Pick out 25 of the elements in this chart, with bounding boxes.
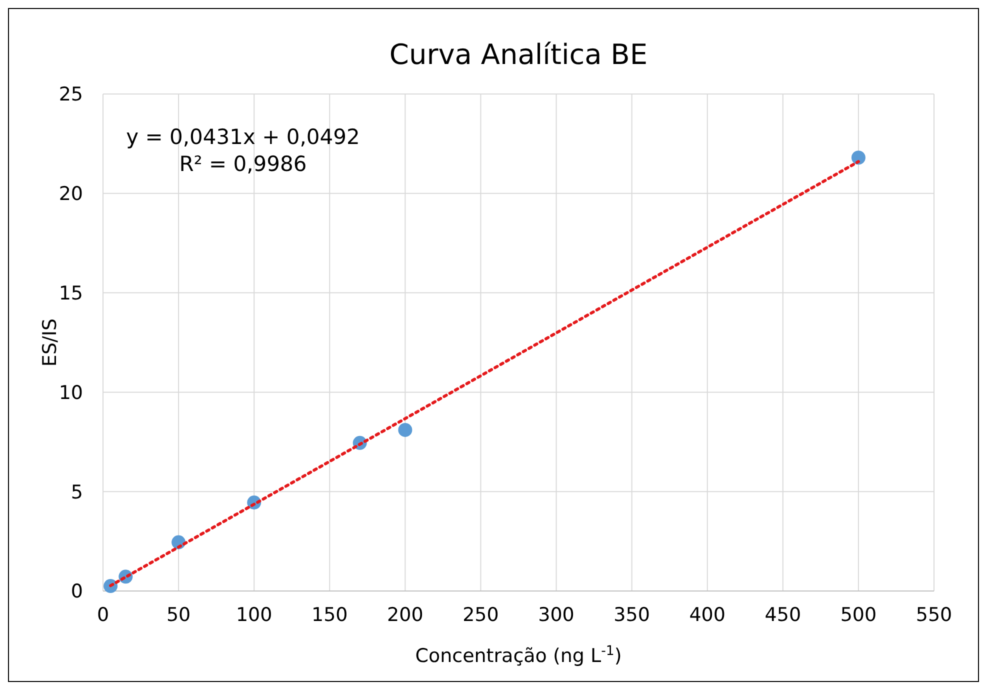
x-tick-label: 550 bbox=[916, 604, 952, 626]
x-axis-title: Concentração (ng L$^{-1}$) bbox=[415, 644, 622, 667]
x-tick-label: 0 bbox=[96, 604, 110, 626]
x-tick-label: 100 bbox=[236, 604, 272, 626]
point bbox=[851, 150, 866, 165]
y-tick-label: 5 bbox=[70, 481, 83, 504]
x-tick-label: 350 bbox=[614, 604, 650, 626]
y-tick-label: 20 bbox=[58, 183, 83, 206]
x-tick-label: 200 bbox=[387, 604, 424, 626]
x-tick-label: 500 bbox=[840, 604, 877, 626]
x-tick-label: 300 bbox=[538, 604, 574, 626]
y-tick-label: 25 bbox=[58, 84, 83, 106]
y-tick-label: 15 bbox=[58, 282, 83, 304]
x-tick-label: 400 bbox=[689, 604, 726, 626]
y-axis-title: ES/IS bbox=[39, 318, 61, 367]
x-tick-label: 250 bbox=[462, 604, 499, 626]
y-tick-label: 0 bbox=[70, 580, 83, 603]
x-tick-label: 150 bbox=[312, 604, 348, 626]
y-tick-label: 10 bbox=[58, 382, 83, 404]
x-tick-label: 50 bbox=[166, 604, 191, 626]
annotation: R² = 0,9986 bbox=[179, 152, 307, 176]
chart-title: Curva Analítica BE bbox=[389, 38, 648, 71]
point bbox=[398, 422, 412, 437]
x-tick-label: 450 bbox=[764, 604, 802, 626]
annotation: y = 0,0431x + 0,0492 bbox=[126, 125, 360, 149]
